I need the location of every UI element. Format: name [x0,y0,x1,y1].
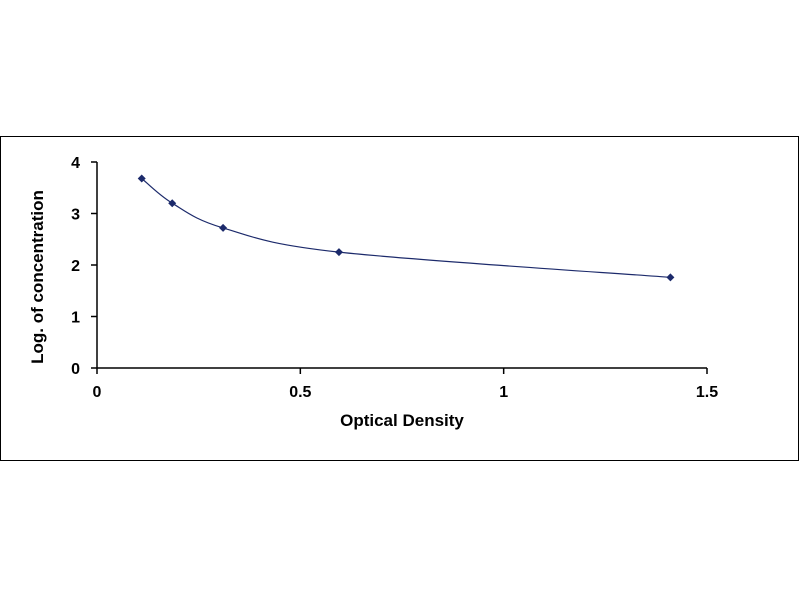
y-axis-title: Log. of concentration [28,190,47,364]
ticks [91,161,708,374]
y-tick-label: 0 [71,361,80,378]
data-point-marker [168,199,177,208]
x-axis-title: Optical Density [340,411,464,430]
data-point-marker [666,273,675,282]
y-tick-label: 1 [71,310,80,327]
data-point-marker [334,248,343,257]
chart-plot: 0 0.5 1 1.5 0 1 2 3 4 Optical Density Log. of co… [28,155,718,430]
y-tick-label: 2 [71,258,80,275]
x-tick-label: 0.5 [289,384,311,401]
x-tick-label: 0 [93,384,102,401]
y-tick-label: 3 [71,207,80,224]
chart-frame: 0 0.5 1 1.5 0 1 2 3 4 Optical Density Log. of co… [0,136,799,461]
axes [96,162,707,369]
x-tick-label: 1.5 [696,384,718,401]
y-tick-label: 4 [71,155,80,172]
data-markers [137,174,675,282]
data-point-marker [219,223,228,232]
x-tick-label: 1 [499,384,508,401]
tick-labels: 0 0.5 1 1.5 0 1 2 3 4 [71,155,718,401]
data-point-marker [137,174,146,183]
